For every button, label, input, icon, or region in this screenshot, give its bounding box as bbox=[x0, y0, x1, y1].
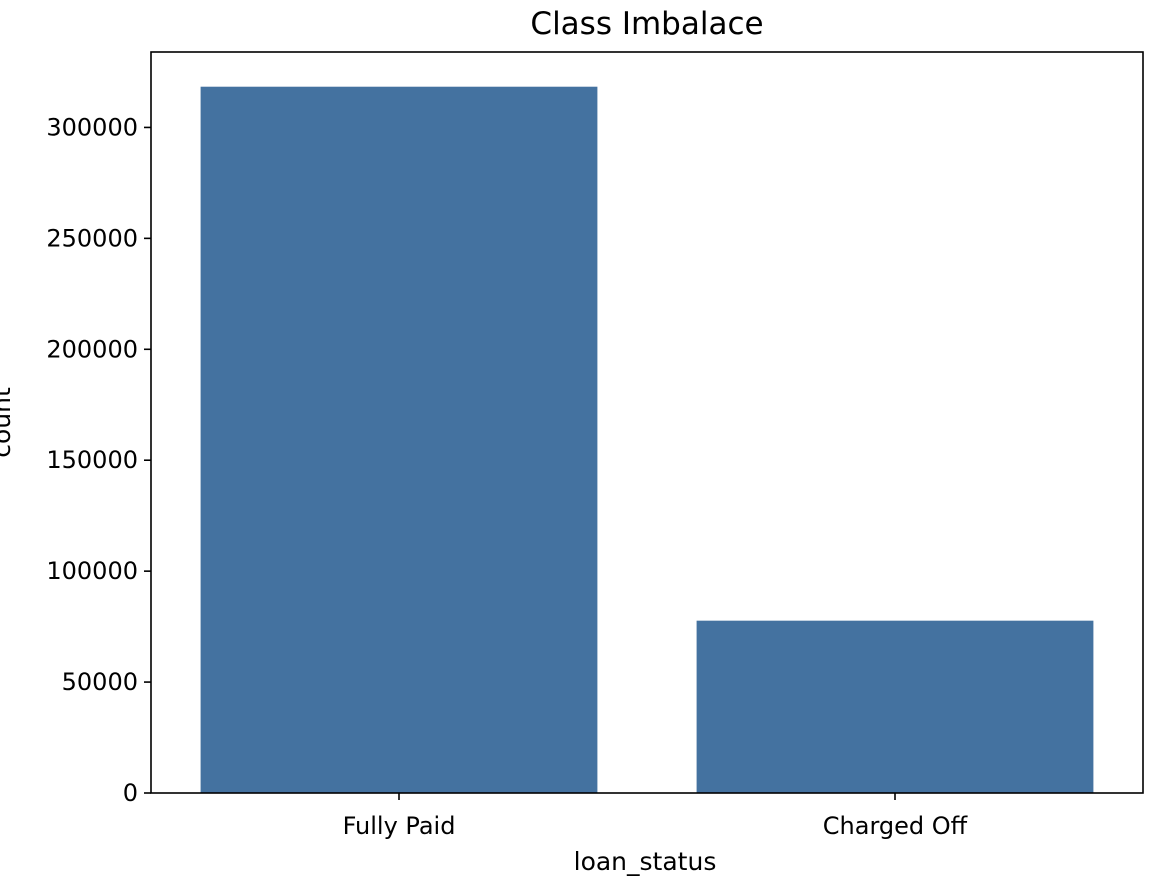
y-tick-label: 0 bbox=[123, 779, 138, 807]
x-axis-label: loan_status bbox=[574, 847, 717, 876]
y-axis-ticks: 0 50000 100000 150000 200000 250000 300000 bbox=[46, 113, 151, 807]
bar-fully-paid bbox=[200, 86, 598, 794]
chart-title: Class Imbalace bbox=[530, 6, 763, 42]
y-tick-label: 250000 bbox=[46, 224, 138, 252]
x-tick-label: Fully Paid bbox=[343, 812, 456, 840]
y-tick-label: 50000 bbox=[62, 668, 138, 696]
plot-frame bbox=[150, 51, 1144, 794]
y-axis-label: count bbox=[0, 387, 16, 458]
y-tick-label: 150000 bbox=[46, 446, 138, 474]
y-tick-label: 100000 bbox=[46, 557, 138, 585]
x-axis-ticks: Fully Paid Charged Off bbox=[343, 793, 968, 840]
y-tick-label: 300000 bbox=[46, 113, 138, 141]
y-tick-label: 200000 bbox=[46, 335, 138, 363]
bar-charged-off bbox=[696, 620, 1094, 793]
bars-layer bbox=[200, 86, 1094, 794]
x-tick-label: Charged Off bbox=[823, 812, 968, 840]
